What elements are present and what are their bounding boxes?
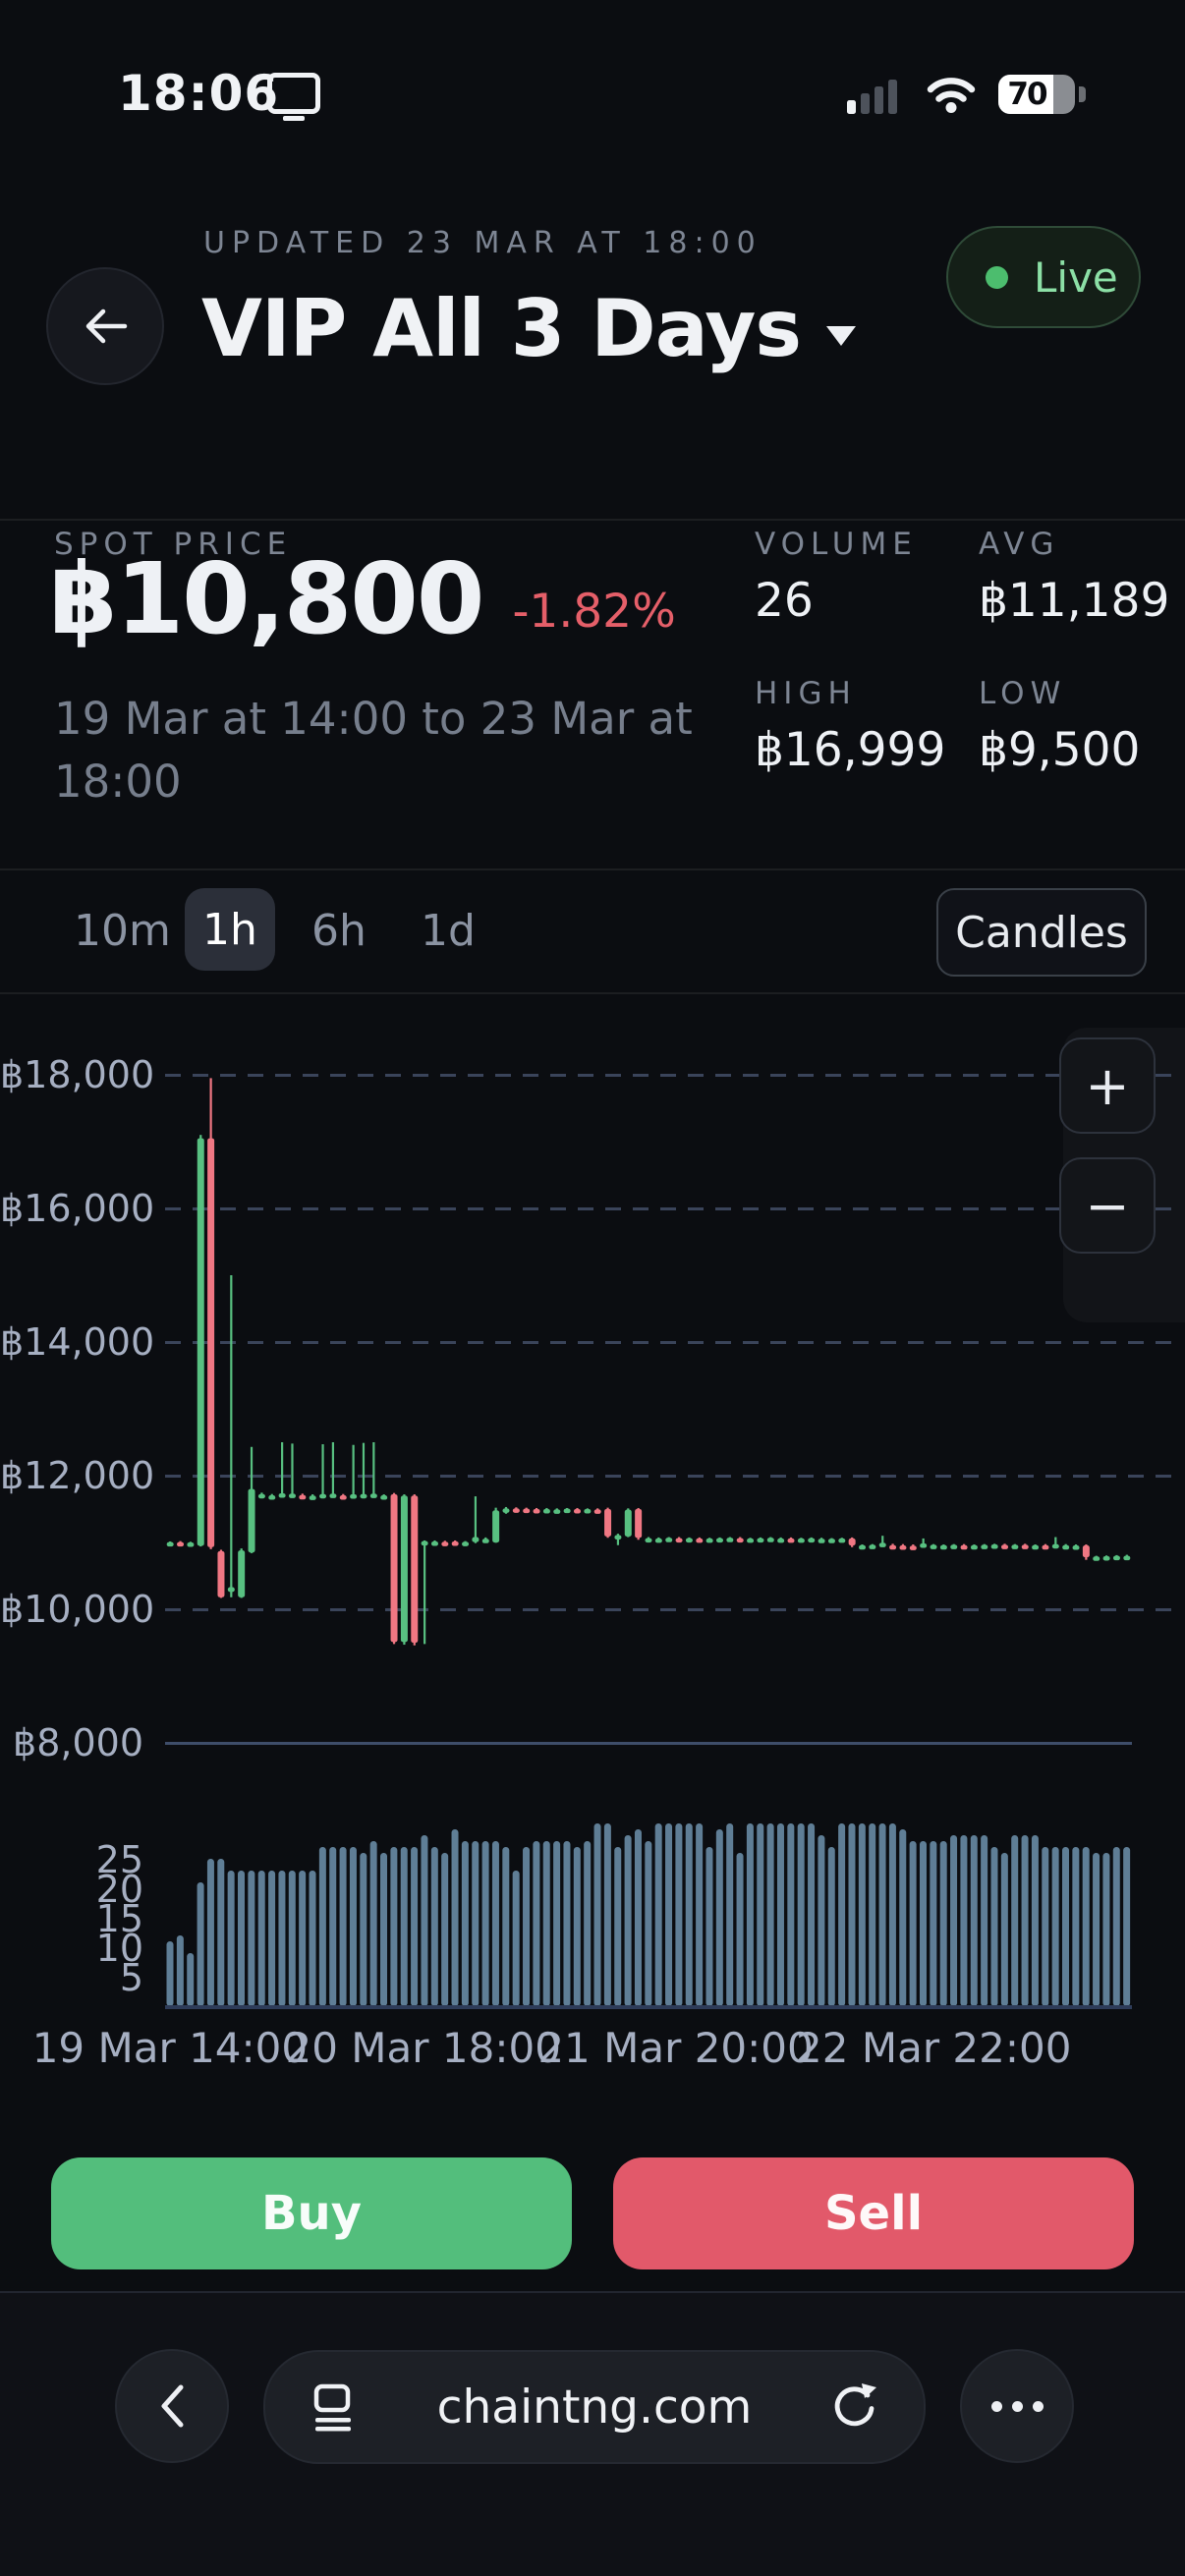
market-title-dropdown[interactable]: VIP All 3 Days xyxy=(201,283,856,374)
chevron-down-icon xyxy=(825,325,856,346)
bottom-bar-divider xyxy=(0,2291,1185,2293)
updated-timestamp: UPDATED 23 MAR AT 18:00 xyxy=(203,226,762,260)
price-axis-label: ฿18,000 xyxy=(0,1053,155,1096)
ellipsis-icon xyxy=(990,2400,1044,2412)
sell-button[interactable]: Sell xyxy=(613,2157,1134,2269)
gridline xyxy=(165,1074,1177,1077)
address-bar[interactable]: chaintng.com xyxy=(263,2350,926,2464)
tab-1h-selected[interactable]: 1h xyxy=(185,888,275,971)
candlestick-chart[interactable] xyxy=(165,1028,1132,1774)
wifi-icon xyxy=(926,75,977,118)
status-time: 18:06 xyxy=(118,65,280,122)
section-divider xyxy=(0,992,1185,994)
cellular-signal-icon xyxy=(847,77,910,114)
zoom-out-button[interactable]: − xyxy=(1059,1157,1156,1254)
spot-price-row: ฿10,800 -1.82% xyxy=(49,546,676,652)
gridline xyxy=(165,1341,1177,1344)
price-axis-label: ฿14,000 xyxy=(0,1320,155,1364)
low-value: ฿9,500 xyxy=(979,723,1141,777)
spot-price-value: ฿10,800 xyxy=(49,541,484,656)
browser-back-button[interactable] xyxy=(115,2349,229,2463)
tab-6h[interactable]: 6h xyxy=(311,906,367,956)
volume-label: VOLUME xyxy=(755,527,918,562)
back-arrow-icon xyxy=(85,308,128,344)
live-label: Live xyxy=(1034,252,1118,302)
tab-10m[interactable]: 10m xyxy=(74,906,171,956)
back-button[interactable] xyxy=(46,267,164,385)
volume-axis-label: 10 xyxy=(95,1927,143,1970)
chevron-left-icon xyxy=(161,2384,184,2428)
avg-value: ฿11,189 xyxy=(979,574,1170,628)
buy-button[interactable]: Buy xyxy=(51,2157,572,2269)
page-title: VIP All 3 Days xyxy=(201,283,802,374)
chart-type-button[interactable]: Candles xyxy=(936,888,1147,977)
time-axis-label: 21 Mar 20:00 xyxy=(537,2024,814,2072)
gridline xyxy=(165,1608,1177,1611)
high-value: ฿16,999 xyxy=(755,723,946,777)
low-label: LOW xyxy=(979,676,1067,711)
reader-view-icon[interactable] xyxy=(310,2383,356,2433)
reload-icon[interactable] xyxy=(829,2381,876,2433)
screen-mirroring-icon xyxy=(267,73,320,114)
tab-1d[interactable]: 1d xyxy=(421,906,476,956)
gridline xyxy=(165,1742,1132,1745)
volume-axis-label: 15 xyxy=(95,1897,143,1940)
spot-price-label: SPOT PRICE xyxy=(54,527,293,562)
live-status-badge: Live xyxy=(946,226,1141,328)
volume-axis-label: 5 xyxy=(119,1956,143,1999)
battery-nub xyxy=(1079,86,1086,102)
gridline xyxy=(165,1475,1177,1478)
section-divider xyxy=(0,519,1185,521)
price-axis-label: ฿16,000 xyxy=(0,1187,155,1230)
price-axis-label: ฿12,000 xyxy=(0,1454,155,1497)
zoom-in-button[interactable]: + xyxy=(1059,1037,1156,1134)
section-divider xyxy=(0,868,1185,870)
browser-more-button[interactable] xyxy=(960,2349,1074,2463)
price-range-dates: 19 Mar at 14:00 to 23 Mar at 18:00 xyxy=(54,693,693,808)
volume-axis-label: 25 xyxy=(95,1838,143,1881)
live-dot-icon xyxy=(986,265,1008,289)
volume-chart[interactable] xyxy=(165,1814,1132,2010)
price-axis-label: ฿8,000 xyxy=(13,1721,143,1764)
battery-percent: 70 xyxy=(1007,77,1047,112)
volume-axis-label: 20 xyxy=(95,1868,143,1911)
url-text: chaintng.com xyxy=(436,2380,753,2435)
battery-icon: 70 xyxy=(998,75,1075,114)
time-axis-label: 19 Mar 14:00 xyxy=(31,2024,309,2072)
price-axis-label: ฿10,000 xyxy=(0,1588,155,1631)
volume-value: 26 xyxy=(755,574,814,628)
time-axis-label: 20 Mar 18:00 xyxy=(285,2024,561,2072)
avg-label: AVG xyxy=(979,527,1060,562)
time-axis-label: 22 Mar 22:00 xyxy=(796,2024,1072,2072)
gridline xyxy=(165,1207,1177,1210)
high-label: HIGH xyxy=(755,676,857,711)
price-change-percent: -1.82% xyxy=(512,585,676,639)
